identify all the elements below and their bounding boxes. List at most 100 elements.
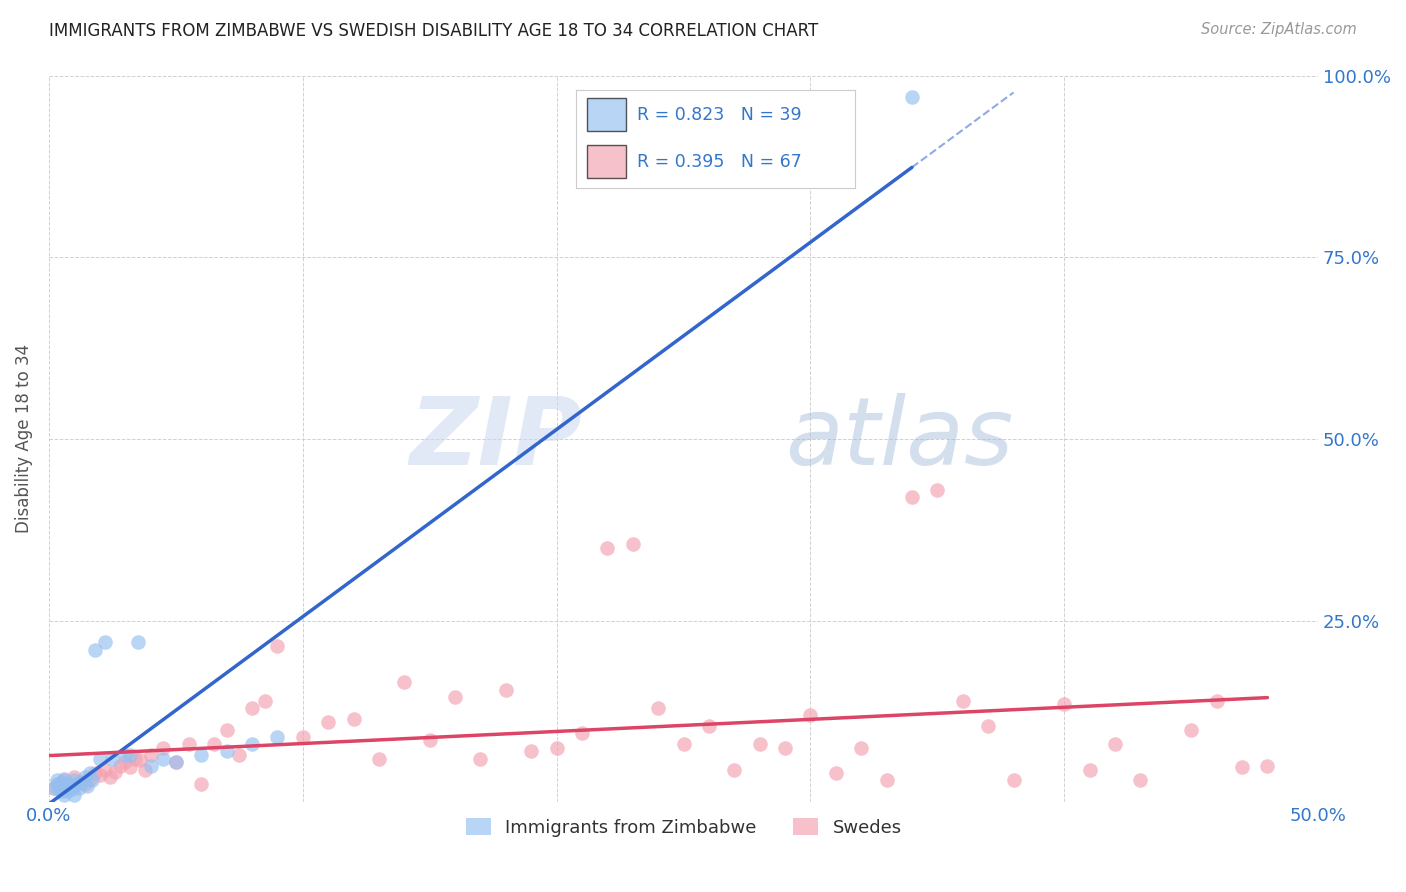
Point bbox=[266, 730, 288, 744]
Point bbox=[42, 780, 65, 795]
Point bbox=[1205, 693, 1227, 707]
Point bbox=[202, 737, 225, 751]
Point bbox=[58, 777, 80, 791]
Point bbox=[748, 737, 770, 751]
Point bbox=[60, 782, 83, 797]
Point bbox=[697, 719, 720, 733]
Point bbox=[83, 642, 105, 657]
Point bbox=[799, 708, 821, 723]
Text: Source: ZipAtlas.com: Source: ZipAtlas.com bbox=[1201, 22, 1357, 37]
Point bbox=[89, 752, 111, 766]
Point bbox=[1078, 763, 1101, 777]
Point bbox=[124, 752, 146, 766]
Point bbox=[1129, 773, 1152, 788]
Point bbox=[1256, 759, 1278, 773]
Point bbox=[291, 730, 314, 744]
Point bbox=[114, 756, 136, 770]
Point bbox=[596, 541, 619, 555]
Point bbox=[621, 537, 644, 551]
Point bbox=[824, 766, 846, 780]
Point bbox=[1002, 773, 1025, 788]
Point bbox=[67, 775, 90, 789]
Point bbox=[253, 693, 276, 707]
Point bbox=[444, 690, 467, 704]
Point bbox=[83, 766, 105, 780]
Point bbox=[51, 784, 73, 798]
Point bbox=[66, 777, 89, 791]
Point bbox=[672, 737, 695, 751]
Point bbox=[58, 780, 80, 795]
Point bbox=[215, 723, 238, 737]
Point bbox=[394, 675, 416, 690]
Point bbox=[53, 773, 76, 788]
Point bbox=[82, 773, 104, 788]
Point bbox=[63, 773, 86, 788]
Text: atlas: atlas bbox=[785, 393, 1014, 484]
Text: ZIP: ZIP bbox=[409, 392, 582, 485]
Point bbox=[952, 693, 974, 707]
Point bbox=[316, 715, 339, 730]
Point bbox=[53, 772, 76, 786]
Point bbox=[63, 788, 86, 802]
Point bbox=[901, 90, 924, 104]
Point bbox=[165, 756, 187, 770]
Point bbox=[79, 772, 101, 786]
Point bbox=[127, 635, 149, 649]
Point bbox=[73, 770, 96, 784]
Point bbox=[546, 740, 568, 755]
Point bbox=[42, 780, 65, 795]
Point bbox=[55, 784, 77, 798]
Point bbox=[228, 747, 250, 762]
Point bbox=[67, 780, 90, 795]
Point bbox=[94, 763, 117, 777]
Point bbox=[368, 752, 391, 766]
Point bbox=[139, 759, 162, 773]
Point bbox=[470, 752, 492, 766]
Point bbox=[48, 777, 70, 791]
Point bbox=[520, 744, 543, 758]
Point bbox=[851, 740, 873, 755]
Point bbox=[55, 777, 77, 791]
Point bbox=[129, 753, 152, 767]
Point bbox=[927, 483, 949, 497]
Point bbox=[240, 737, 263, 751]
Point bbox=[266, 639, 288, 653]
Point bbox=[120, 747, 142, 762]
Y-axis label: Disability Age 18 to 34: Disability Age 18 to 34 bbox=[15, 344, 32, 533]
Point bbox=[45, 773, 67, 788]
Point bbox=[177, 737, 200, 751]
Point bbox=[51, 775, 73, 789]
Point bbox=[419, 733, 441, 747]
Point bbox=[101, 752, 124, 766]
Point bbox=[773, 740, 796, 755]
Point bbox=[723, 763, 745, 777]
Legend: Immigrants from Zimbabwe, Swedes: Immigrants from Zimbabwe, Swedes bbox=[458, 811, 908, 844]
Point bbox=[1053, 697, 1076, 711]
Point bbox=[98, 770, 121, 784]
Point bbox=[139, 747, 162, 762]
Point bbox=[901, 490, 924, 504]
Point bbox=[45, 777, 67, 791]
Point bbox=[647, 700, 669, 714]
Point bbox=[108, 759, 131, 773]
Point bbox=[165, 756, 187, 770]
Point bbox=[876, 773, 898, 788]
Point bbox=[152, 752, 174, 766]
Point bbox=[76, 779, 98, 793]
Point bbox=[60, 779, 83, 793]
Point bbox=[89, 767, 111, 781]
Point bbox=[63, 770, 86, 784]
Point bbox=[134, 763, 156, 777]
Point bbox=[94, 635, 117, 649]
Point bbox=[1230, 760, 1253, 774]
Point bbox=[104, 764, 127, 779]
Point bbox=[342, 712, 364, 726]
Point bbox=[48, 779, 70, 793]
Point bbox=[190, 747, 212, 762]
Point bbox=[48, 782, 70, 797]
Point bbox=[977, 719, 1000, 733]
Point bbox=[53, 788, 76, 802]
Point bbox=[114, 747, 136, 762]
Point bbox=[152, 740, 174, 755]
Point bbox=[1180, 723, 1202, 737]
